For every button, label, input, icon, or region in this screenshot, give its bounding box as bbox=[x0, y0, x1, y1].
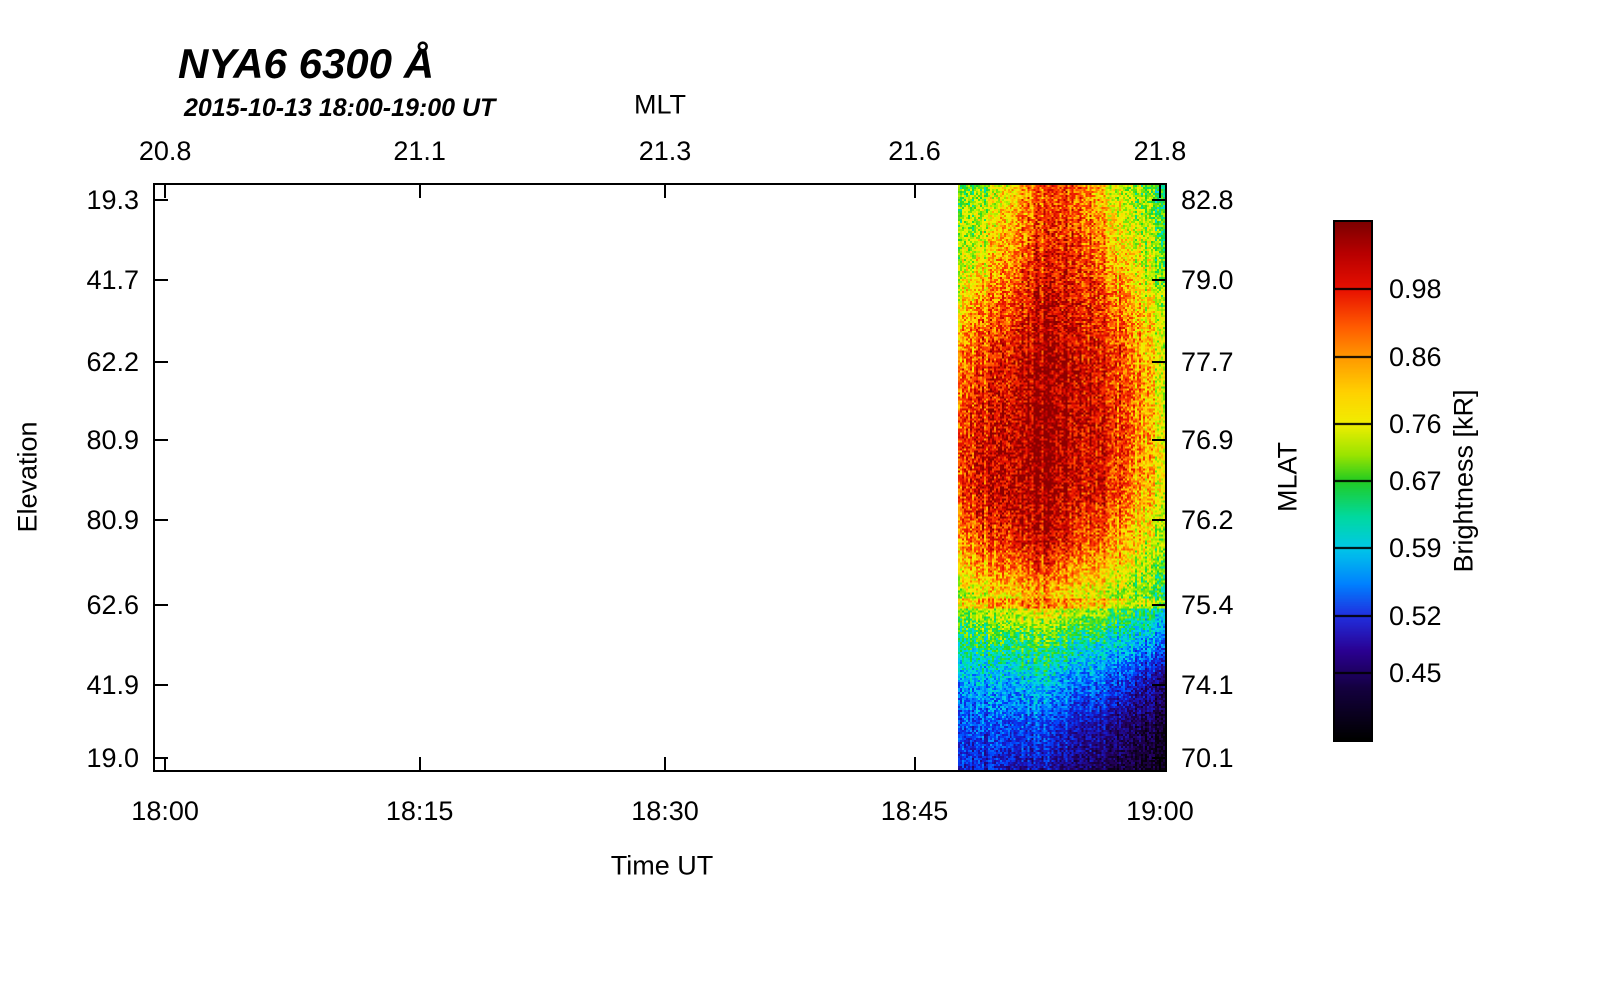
bottom-tick-label: 19:00 bbox=[1126, 796, 1194, 826]
right-axis-tick bbox=[1152, 199, 1165, 202]
top-axis-tick bbox=[1158, 185, 1161, 198]
top-tick-label: 21.6 bbox=[888, 136, 941, 166]
left-axis-tick bbox=[155, 199, 168, 202]
bottom-axis-title: Time UT bbox=[610, 850, 714, 881]
top-tick-label: 21.1 bbox=[393, 136, 446, 166]
heatmap-canvas bbox=[958, 185, 1165, 770]
plot-area bbox=[153, 183, 1167, 772]
bottom-axis-tick bbox=[164, 757, 167, 770]
right-axis-tick bbox=[1152, 519, 1165, 522]
bottom-tick-label: 18:00 bbox=[131, 796, 199, 826]
left-tick-label: 62.6 bbox=[86, 590, 139, 621]
colorbar-tick-label: 0.45 bbox=[1389, 657, 1442, 688]
top-axis-tick bbox=[664, 185, 667, 198]
top-axis-tick bbox=[913, 185, 916, 198]
right-axis-tick bbox=[1152, 604, 1165, 607]
bottom-axis-tick bbox=[418, 757, 421, 770]
right-axis-tick bbox=[1152, 361, 1165, 364]
left-tick-label: 41.9 bbox=[86, 670, 139, 701]
colorbar-tick-label: 0.67 bbox=[1389, 466, 1442, 496]
left-tick-label: 41.7 bbox=[86, 264, 139, 295]
right-tick-label: 76.9 bbox=[1181, 425, 1234, 456]
top-axis-tick bbox=[164, 185, 167, 198]
top-tick-label: 21.8 bbox=[1133, 136, 1187, 166]
right-axis-tick bbox=[1152, 439, 1165, 442]
colorbar-tick-label: 0.98 bbox=[1389, 274, 1442, 305]
plot-title: NYA6 6300 Å bbox=[178, 40, 435, 87]
right-axis-tick bbox=[1152, 756, 1165, 759]
left-axis-tick bbox=[155, 439, 168, 442]
right-tick-label: 75.4 bbox=[1181, 590, 1234, 621]
top-axis-title: MLT bbox=[634, 89, 686, 120]
bottom-tick-label: 18:15 bbox=[385, 796, 454, 826]
colorbar-tick-label: 0.52 bbox=[1389, 600, 1442, 631]
left-tick-label: 80.9 bbox=[86, 505, 139, 536]
colorbar-tick-label: 0.59 bbox=[1389, 533, 1442, 564]
colorbar-tick-label: 0.86 bbox=[1389, 341, 1442, 372]
colorbar-title: Brightness [kR] bbox=[1448, 389, 1479, 573]
left-tick-label: 80.9 bbox=[86, 425, 139, 456]
left-tick-label: 19.3 bbox=[86, 185, 139, 216]
top-tick-label: 20.8 bbox=[138, 136, 192, 166]
right-tick-label: 74.1 bbox=[1181, 670, 1234, 701]
left-axis-tick bbox=[155, 604, 168, 607]
right-tick-label: 70.1 bbox=[1181, 742, 1234, 773]
right-tick-label: 79.0 bbox=[1181, 264, 1234, 295]
bottom-axis-tick bbox=[664, 757, 667, 770]
top-axis-tick bbox=[418, 185, 421, 198]
bottom-axis-tick bbox=[913, 757, 916, 770]
left-axis-tick bbox=[155, 519, 168, 522]
colorbar-tick-label: 0.76 bbox=[1389, 409, 1442, 440]
right-tick-label: 82.8 bbox=[1181, 185, 1234, 216]
bottom-tick-label: 18:45 bbox=[880, 796, 949, 826]
left-axis-tick bbox=[155, 361, 168, 364]
right-tick-label: 76.2 bbox=[1181, 505, 1234, 536]
plot-subtitle: 2015-10-13 18:00-19:00 UT bbox=[184, 94, 496, 122]
left-tick-label: 19.0 bbox=[86, 742, 139, 773]
left-tick-label: 62.2 bbox=[86, 347, 139, 378]
right-tick-label: 77.7 bbox=[1181, 347, 1234, 378]
colorbar-canvas bbox=[1333, 220, 1373, 742]
left-axis-tick bbox=[155, 278, 168, 281]
bottom-tick-label: 18:30 bbox=[631, 796, 699, 826]
top-tick-label: 21.3 bbox=[638, 136, 692, 166]
right-axis-tick bbox=[1152, 684, 1165, 687]
left-axis-tick bbox=[155, 684, 168, 687]
right-axis-title: MLAT bbox=[1272, 441, 1303, 513]
bottom-axis-tick bbox=[1158, 757, 1161, 770]
right-axis-tick bbox=[1152, 278, 1165, 281]
left-axis-tick bbox=[155, 756, 168, 759]
